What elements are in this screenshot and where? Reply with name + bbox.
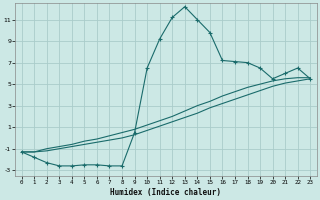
X-axis label: Humidex (Indice chaleur): Humidex (Indice chaleur) — [110, 188, 221, 197]
